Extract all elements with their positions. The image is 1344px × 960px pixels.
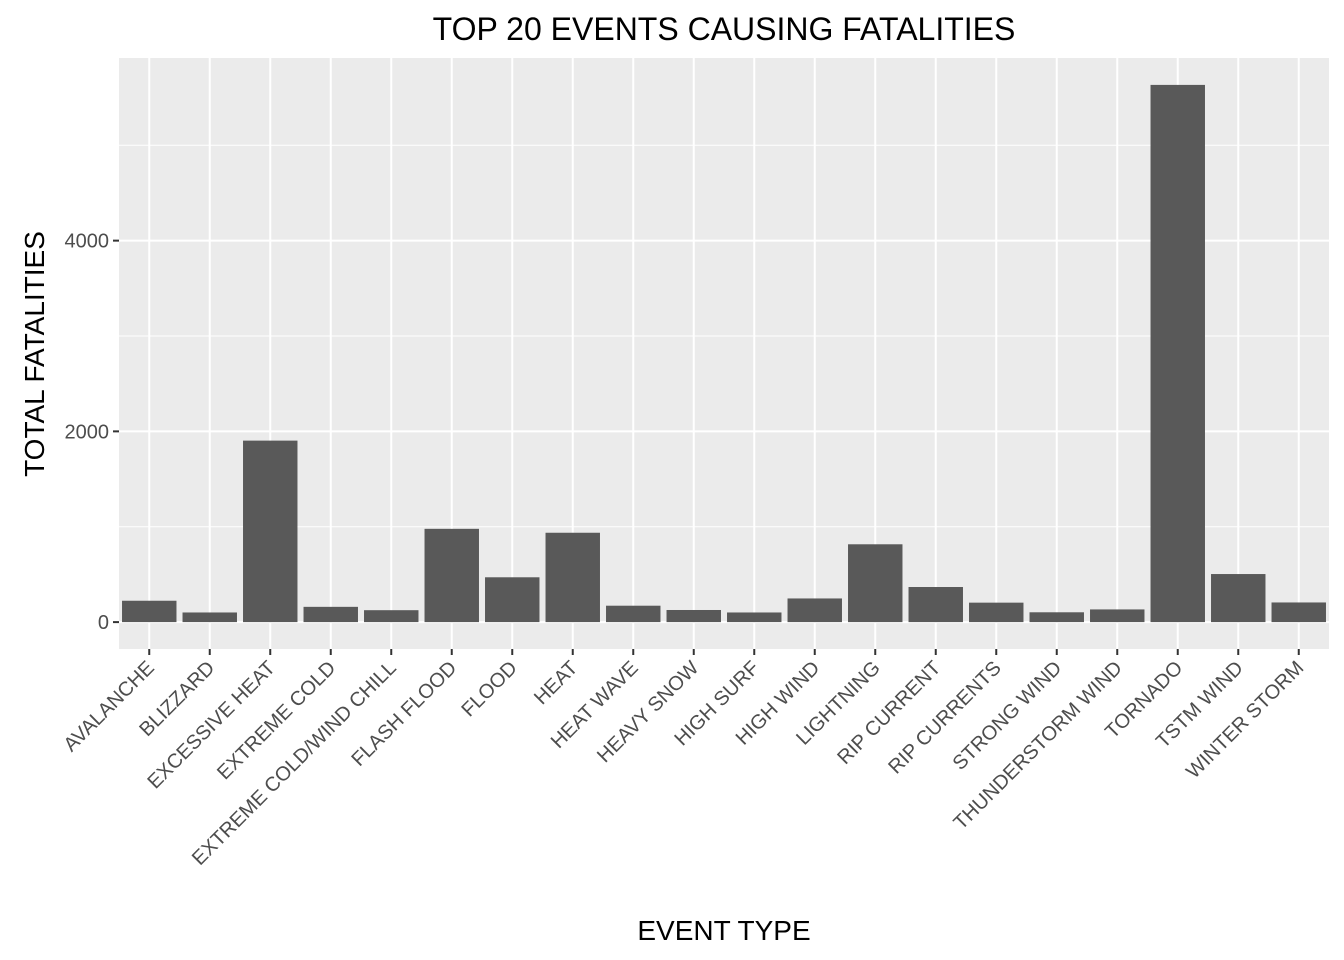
bar: [1211, 574, 1266, 623]
bar: [545, 532, 600, 623]
chart-title: TOP 20 EVENTS CAUSING FATALITIES: [433, 11, 1016, 47]
bar: [364, 610, 419, 623]
bar: [1271, 602, 1326, 623]
x-axis-title: EVENT TYPE: [637, 915, 810, 946]
bar: [606, 605, 661, 623]
bar: [969, 602, 1024, 623]
bar: [666, 609, 721, 623]
y-tick-label: 4000: [65, 231, 110, 253]
bar: [424, 528, 479, 623]
bar: [182, 612, 237, 623]
y-tick-label: 0: [98, 612, 109, 634]
bar: [727, 612, 782, 623]
bar: [485, 577, 540, 623]
bar: [122, 600, 177, 623]
bar: [1029, 612, 1084, 623]
bar: [908, 587, 963, 623]
bar: [1090, 609, 1145, 623]
y-axis-title: TOTAL FATALITIES: [19, 231, 50, 477]
plot-panel: [119, 58, 1329, 649]
bar: [1150, 84, 1205, 623]
bar: [787, 598, 842, 623]
bar: [848, 544, 903, 623]
bar: [243, 440, 298, 623]
y-axis: 0 2000 4000: [65, 231, 119, 634]
bars: [122, 84, 1326, 623]
y-tick-label: 2000: [65, 421, 110, 443]
bar: [303, 606, 358, 623]
grid-lines: [119, 58, 1329, 649]
